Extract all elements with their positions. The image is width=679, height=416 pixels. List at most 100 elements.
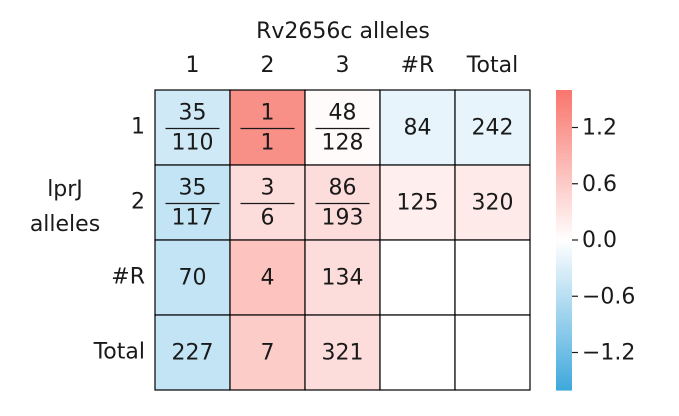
colorbar-step bbox=[556, 318, 572, 322]
colorbar-tick-label: 1.2 bbox=[582, 116, 617, 141]
cell bbox=[304, 239, 381, 316]
colorbar-step bbox=[556, 387, 572, 391]
cell bbox=[154, 89, 231, 166]
colorbar-step bbox=[556, 111, 572, 115]
colorbar-step bbox=[556, 207, 572, 211]
column-label: Total bbox=[466, 53, 518, 78]
colorbar-step bbox=[556, 162, 572, 166]
colorbar-step bbox=[556, 198, 572, 202]
colorbar-step bbox=[556, 330, 572, 334]
colorbar-step bbox=[556, 288, 572, 292]
colorbar-step bbox=[556, 306, 572, 310]
chart-title: Rv2656c alleles bbox=[256, 19, 430, 44]
cell-denominator: 193 bbox=[322, 206, 364, 231]
cell-denominator: 128 bbox=[322, 131, 364, 156]
colorbar-step bbox=[556, 138, 572, 142]
colorbar-step bbox=[556, 255, 572, 259]
colorbar-step bbox=[556, 147, 572, 151]
row-label: #R bbox=[111, 265, 145, 290]
colorbar-step bbox=[556, 144, 572, 148]
colorbar-step bbox=[556, 333, 572, 337]
cell-numerator: 3 bbox=[261, 176, 275, 201]
colorbar-step bbox=[556, 381, 572, 385]
colorbar-step bbox=[556, 126, 572, 130]
colorbar-step bbox=[556, 243, 572, 247]
colorbar-step bbox=[556, 135, 572, 139]
cell bbox=[379, 239, 456, 316]
colorbar-step bbox=[556, 192, 572, 196]
colorbar-step bbox=[556, 114, 572, 118]
colorbar-step bbox=[556, 309, 572, 313]
cell-label: 84 bbox=[404, 116, 432, 141]
cell-label: 70 bbox=[179, 266, 207, 291]
colorbar-step bbox=[556, 297, 572, 301]
cell-numerator: 35 bbox=[179, 176, 207, 201]
colorbar-step bbox=[556, 234, 572, 238]
cell-denominator: 1 bbox=[261, 131, 275, 156]
colorbar-step bbox=[556, 354, 572, 358]
colorbar-step bbox=[556, 210, 572, 214]
cell-numerator: 86 bbox=[329, 176, 357, 201]
cell-numerator: 35 bbox=[179, 101, 207, 126]
colorbar-step bbox=[556, 141, 572, 145]
cell-label: 4 bbox=[261, 266, 275, 291]
colorbar-step bbox=[556, 213, 572, 217]
cell-denominator: 110 bbox=[172, 131, 214, 156]
y-axis-label: lprJ bbox=[47, 177, 83, 202]
column-label: 2 bbox=[261, 53, 275, 78]
colorbar-step bbox=[556, 237, 572, 241]
colorbar-step bbox=[556, 267, 572, 271]
colorbar-step bbox=[556, 384, 572, 388]
colorbar-step bbox=[556, 270, 572, 274]
colorbar-step bbox=[556, 378, 572, 382]
colorbar-step bbox=[556, 357, 572, 361]
colorbar-step bbox=[556, 375, 572, 379]
colorbar-step bbox=[556, 180, 572, 184]
colorbar-tick-label: −1.2 bbox=[582, 341, 635, 366]
cell-label: 227 bbox=[172, 341, 214, 366]
colorbar-step bbox=[556, 231, 572, 235]
cell bbox=[229, 239, 306, 316]
colorbar-step bbox=[556, 219, 572, 223]
cell-denominator: 117 bbox=[172, 206, 214, 231]
column-label: 1 bbox=[186, 53, 200, 78]
colorbar-step bbox=[556, 336, 572, 340]
colorbar-step bbox=[556, 150, 572, 154]
colorbar-step bbox=[556, 129, 572, 133]
cell-label: 320 bbox=[472, 191, 514, 216]
colorbar-step bbox=[556, 360, 572, 364]
colorbar-step bbox=[556, 174, 572, 178]
colorbar-step bbox=[556, 120, 572, 124]
cell bbox=[454, 314, 531, 391]
cell-numerator: 1 bbox=[261, 101, 275, 126]
colorbar-step bbox=[556, 102, 572, 106]
colorbar-step bbox=[556, 327, 572, 331]
colorbar-step bbox=[556, 258, 572, 262]
colorbar-step bbox=[556, 252, 572, 256]
colorbar-step bbox=[556, 183, 572, 187]
colorbar-step bbox=[556, 204, 572, 208]
colorbar-step bbox=[556, 171, 572, 175]
colorbar-step bbox=[556, 93, 572, 97]
colorbar-step bbox=[556, 108, 572, 112]
cell-label: 242 bbox=[472, 116, 514, 141]
cell bbox=[454, 239, 531, 316]
colorbar-step bbox=[556, 315, 572, 319]
cell-label: 7 bbox=[261, 341, 275, 366]
colorbar-step bbox=[556, 279, 572, 283]
colorbar-step bbox=[556, 312, 572, 316]
colorbar-step bbox=[556, 291, 572, 295]
cell-denominator: 6 bbox=[261, 206, 275, 231]
column-label: 3 bbox=[336, 53, 350, 78]
colorbar-step bbox=[556, 300, 572, 304]
colorbar-step bbox=[556, 282, 572, 286]
colorbar-step bbox=[556, 222, 572, 226]
colorbar-step bbox=[556, 324, 572, 328]
cell bbox=[454, 164, 531, 241]
colorbar-step bbox=[556, 339, 572, 343]
colorbar-step bbox=[556, 261, 572, 265]
colorbar-step bbox=[556, 264, 572, 268]
colorbar-step bbox=[556, 99, 572, 103]
cell bbox=[304, 89, 381, 166]
cell-numerator: 48 bbox=[329, 101, 357, 126]
